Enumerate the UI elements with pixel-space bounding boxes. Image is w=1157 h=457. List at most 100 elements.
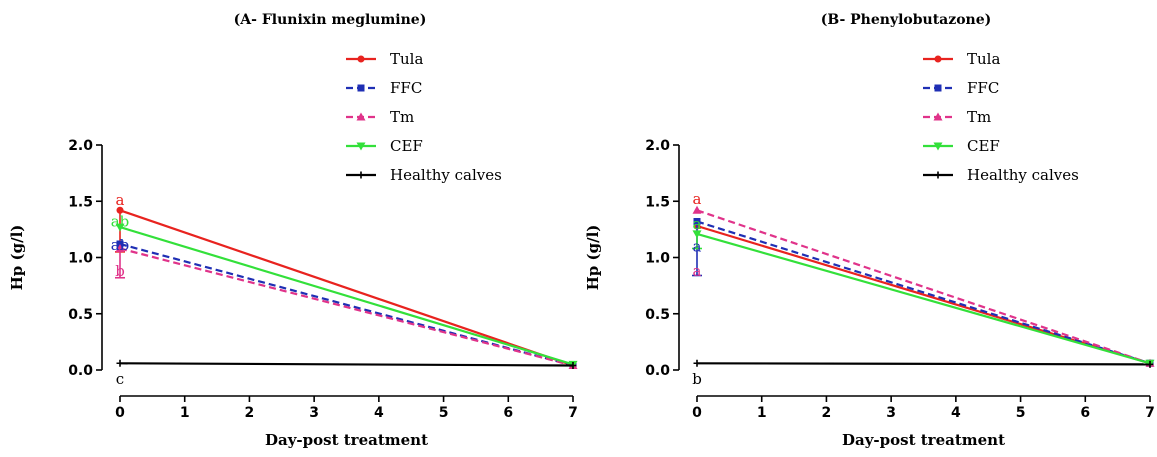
legend-marker (356, 112, 366, 121)
x-tick-label: 7 (568, 405, 578, 421)
series-line (119, 247, 574, 367)
data-point (693, 218, 701, 225)
legend-item-tula: Tula (346, 50, 423, 68)
x-tick-label: 6 (503, 405, 513, 421)
y-tick-label: 0.5 (68, 307, 93, 323)
x-tick-label: 3 (309, 405, 319, 421)
x-tick-label: 4 (951, 405, 961, 421)
legend-item-healthy-calves: Healthy calves (346, 166, 502, 184)
x-tick-label: 1 (180, 405, 190, 421)
series-line (696, 362, 1151, 366)
chart-panel-b: (B- Phenylobutazone) 0.0 0.5 1.0 1.5 2.0 0 1 2 3 4… (584, 12, 1155, 449)
significance-letter: a (116, 191, 125, 209)
significance-letter: a (693, 262, 702, 280)
chart-title: (A- Flunixin meglumine) (234, 12, 427, 28)
x-tick-label: 5 (1016, 405, 1026, 421)
series-tm (115, 244, 578, 369)
significance-letter: a (693, 215, 702, 233)
y-tick-label: 1.5 (645, 194, 670, 210)
y-tick-label: 1.0 (68, 251, 93, 267)
y-tick-label: 0.0 (645, 363, 670, 379)
legend-label: Tula (390, 50, 423, 68)
x-tick-label: 5 (439, 405, 449, 421)
series-ffc (116, 240, 577, 369)
legend-label: Healthy calves (390, 166, 502, 184)
legend-label: Tm (390, 108, 414, 126)
legend-marker (357, 84, 365, 92)
y-axis-title: Hp (g/l) (584, 225, 602, 291)
x-tick-label: 4 (374, 405, 384, 421)
data-point (692, 205, 702, 214)
legend-label: CEF (390, 137, 423, 155)
legend-label: CEF (967, 137, 1000, 155)
data-point (115, 223, 125, 232)
x-tick-label: 2 (822, 405, 832, 421)
series-line (696, 224, 1151, 365)
legend-marker (934, 55, 942, 63)
x-tick-label: 6 (1080, 405, 1090, 421)
data-point (116, 206, 124, 214)
legend-item-cef: CEF (923, 137, 1000, 155)
x-tick-label: 2 (245, 405, 255, 421)
y-tick-label: 2.0 (68, 138, 93, 154)
series-line (119, 362, 574, 367)
series-healthy-calves (116, 359, 577, 369)
y-tick-label: 0.0 (68, 363, 93, 379)
legend-item-ffc: FFC (923, 79, 999, 97)
x-tick-label: 7 (1145, 405, 1155, 421)
y-tick-label: 1.0 (645, 251, 670, 267)
legend-marker (357, 171, 365, 179)
series-line (119, 226, 574, 366)
data-point (693, 359, 701, 367)
series-cef (692, 230, 1155, 368)
y-axis-title: Hp (g/l) (8, 225, 26, 291)
data-point (115, 244, 125, 252)
data-point (1146, 360, 1154, 368)
data-point (692, 230, 702, 239)
y-tick-label: 0.5 (645, 307, 670, 323)
legend-item-cef: CEF (346, 137, 423, 155)
significance-letter: ab (111, 236, 130, 254)
legend-item-tula: Tula (923, 50, 1000, 68)
legend-marker (934, 171, 942, 179)
legend-item-healthy-calves: Healthy calves (923, 166, 1079, 184)
series-healthy-calves (693, 359, 1154, 368)
series-line (696, 220, 1151, 365)
legend-item-ffc: FFC (346, 79, 422, 97)
chart-title: (B- Phenylobutazone) (821, 12, 992, 28)
legend-label: Healthy calves (967, 166, 1079, 184)
y-tick-label: 1.5 (68, 194, 93, 210)
significance-letter: b (692, 370, 702, 388)
x-axis-title: Day-post treatment (842, 431, 1005, 449)
series-line (119, 209, 574, 367)
x-tick-label: 0 (115, 405, 125, 421)
significance-letter: c (116, 370, 124, 388)
series-line (696, 209, 1151, 365)
legend-label: FFC (967, 79, 999, 97)
legend-marker (934, 84, 942, 92)
series-line (696, 232, 1151, 365)
significance-letter: b (115, 262, 125, 280)
x-tick-label: 1 (757, 405, 767, 421)
legend-item-tm: Tm (346, 108, 414, 126)
legend-marker (933, 112, 943, 121)
significance-letter: a (693, 190, 702, 208)
x-tick-label: 0 (692, 405, 702, 421)
legend-marker (357, 55, 365, 63)
significance-letter: a (693, 237, 702, 255)
legend-marker (933, 142, 943, 151)
data-point (116, 359, 124, 367)
legend-marker (356, 142, 366, 151)
x-axis-title: Day-post treatment (265, 431, 428, 449)
data-point (569, 362, 577, 369)
legend-item-tm: Tm (923, 108, 991, 126)
significance-letter: ab (111, 213, 130, 231)
legend-label: Tm (967, 108, 991, 126)
legend-label: Tula (967, 50, 1000, 68)
legend-label: FFC (390, 79, 422, 97)
x-tick-label: 3 (886, 405, 896, 421)
y-tick-label: 2.0 (645, 138, 670, 154)
chart-panel-a: (A- Flunixin meglumine) 0.0 0.5 1.0 1.5 2.0 0 1… (8, 12, 578, 449)
